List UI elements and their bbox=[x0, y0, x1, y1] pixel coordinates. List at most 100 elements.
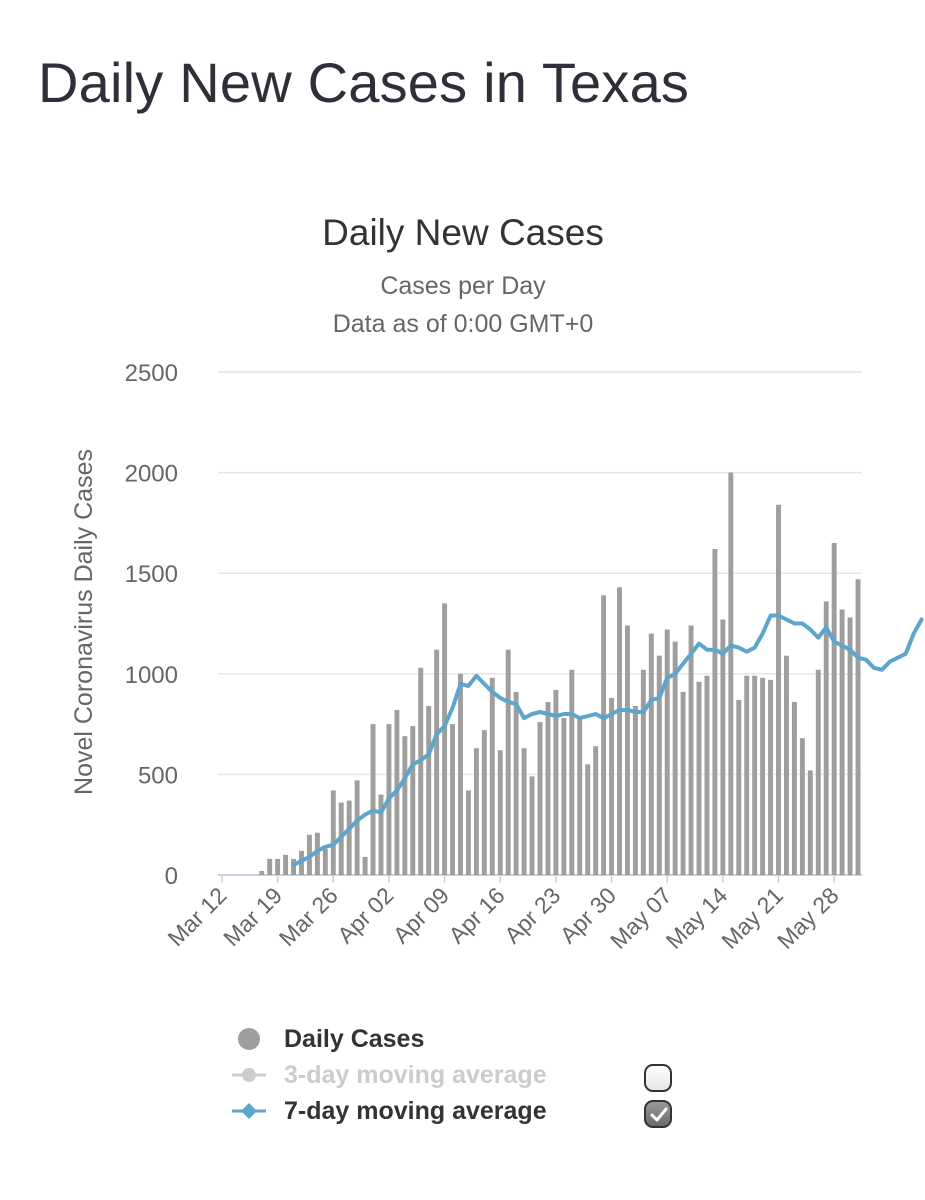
x-tick-label: Apr 23 bbox=[499, 882, 565, 948]
y-axis-label: Novel Coronavirus Daily Cases bbox=[70, 449, 98, 795]
page-title: Daily New Cases in Texas bbox=[38, 51, 690, 114]
daily-cases-bar bbox=[418, 667, 424, 875]
daily-cases-bar bbox=[545, 701, 551, 875]
daily-cases-bar bbox=[847, 617, 853, 875]
daily-cases-bar bbox=[696, 681, 702, 875]
daily-cases-bar bbox=[354, 780, 360, 875]
legend-label-7-day-average: 7-day moving average bbox=[284, 1097, 547, 1125]
seven-day-average-polyline bbox=[291, 613, 924, 867]
daily-cases-bar bbox=[744, 675, 750, 875]
x-tick-label: May 28 bbox=[772, 882, 844, 954]
daily-cases-bar bbox=[410, 726, 416, 875]
daily-cases-bar bbox=[688, 625, 694, 875]
x-tick-label: May 14 bbox=[661, 882, 733, 954]
daily-cases-bar bbox=[481, 730, 487, 875]
daily-cases-bar bbox=[609, 697, 615, 875]
daily-cases-bar bbox=[624, 625, 630, 875]
daily-cases-bar bbox=[791, 701, 797, 875]
daily-cases-bar bbox=[855, 579, 861, 875]
legend-label-daily-cases: Daily Cases bbox=[284, 1025, 425, 1053]
daily-cases-bar bbox=[450, 724, 456, 875]
daily-cases-bar bbox=[601, 595, 607, 875]
daily-cases-bar bbox=[664, 629, 670, 875]
daily-cases-bar bbox=[569, 669, 575, 875]
daily-cases-bar bbox=[815, 669, 821, 875]
daily-cases-bar bbox=[577, 718, 583, 875]
daily-cases-bar bbox=[378, 794, 384, 875]
y-tick-label: 2000 bbox=[125, 461, 178, 488]
seven-day-average-line bbox=[291, 613, 924, 867]
daily-cases-bar bbox=[831, 543, 837, 875]
daily-cases-bar bbox=[593, 746, 599, 875]
daily-cases-bar bbox=[839, 609, 845, 875]
daily-cases-bar bbox=[656, 655, 662, 875]
daily-cases-bar bbox=[680, 691, 686, 875]
daily-cases-bar bbox=[267, 858, 273, 875]
daily-cases-bar bbox=[362, 856, 368, 875]
daily-cases-bar bbox=[760, 677, 766, 875]
daily-cases-bar bbox=[712, 549, 718, 875]
daily-cases-bar bbox=[784, 655, 789, 875]
line-circle-marker-icon bbox=[232, 1068, 266, 1082]
daily-cases-bar bbox=[736, 699, 742, 875]
daily-cases-bar bbox=[617, 587, 622, 875]
daily-cases-bar bbox=[632, 705, 638, 875]
daily-cases-bar bbox=[322, 848, 328, 875]
x-tick-label: Mar 26 bbox=[274, 882, 343, 951]
circle-marker-icon bbox=[238, 1028, 260, 1050]
daily-cases-bar bbox=[458, 673, 463, 875]
chart-subtitle-data-as-of: Data as of 0:00 GMT+0 bbox=[333, 310, 594, 338]
toggle-3-day-average-checkbox[interactable] bbox=[644, 1064, 672, 1092]
daily-cases-bar bbox=[752, 675, 758, 875]
daily-cases-bar bbox=[314, 832, 320, 875]
daily-cases-bar bbox=[521, 748, 527, 875]
daily-cases-bar bbox=[275, 858, 281, 875]
y-tick-label: 500 bbox=[138, 762, 178, 789]
x-tick-label: Mar 12 bbox=[163, 882, 232, 951]
x-tick-label: Apr 09 bbox=[388, 882, 454, 948]
x-tick-label: Mar 19 bbox=[218, 882, 287, 951]
x-tick-label: May 07 bbox=[605, 882, 677, 954]
y-tick-label: 1000 bbox=[125, 662, 178, 689]
daily-cases-bar bbox=[513, 691, 519, 875]
chart-title: Daily New Cases bbox=[322, 212, 604, 253]
checkmark-icon bbox=[650, 1107, 668, 1122]
daily-cases-bar bbox=[465, 790, 471, 875]
daily-cases-bar bbox=[426, 705, 432, 875]
daily-cases-bar bbox=[529, 776, 535, 875]
daily-cases-bar bbox=[370, 724, 376, 875]
daily-cases-bar bbox=[823, 601, 829, 875]
daily-cases-bar bbox=[537, 722, 543, 875]
daily-cases-bar bbox=[768, 679, 774, 875]
x-tick-label: Apr 02 bbox=[332, 882, 398, 948]
daily-cases-bar bbox=[434, 649, 440, 875]
daily-cases-bar bbox=[807, 770, 813, 875]
chart-subtitle: Cases per Day bbox=[380, 272, 546, 300]
daily-cases-bar bbox=[497, 750, 503, 875]
daily-cases-bar bbox=[720, 619, 726, 875]
daily-cases-bar bbox=[704, 675, 710, 875]
daily-cases-bar bbox=[553, 689, 559, 875]
y-tick-label: 0 bbox=[165, 863, 178, 890]
daily-cases-chart: Daily New Cases Cases per Day Data as of… bbox=[70, 212, 924, 954]
legend-label-3-day-average: 3-day moving average bbox=[284, 1061, 547, 1089]
daily-cases-bar bbox=[585, 764, 591, 875]
daily-cases-bar bbox=[283, 854, 289, 875]
daily-cases-bar bbox=[776, 504, 781, 875]
daily-cases-bar bbox=[346, 800, 352, 875]
daily-cases-bar bbox=[672, 641, 678, 875]
y-tick-label: 2500 bbox=[125, 360, 178, 387]
daily-cases-bar bbox=[640, 669, 646, 875]
daily-cases-bar bbox=[561, 718, 567, 875]
x-tick-label: May 21 bbox=[716, 882, 788, 954]
daily-cases-bar bbox=[473, 748, 479, 875]
daily-cases-bar bbox=[489, 677, 495, 875]
daily-cases-bar bbox=[291, 858, 296, 875]
daily-cases-bar bbox=[402, 736, 408, 875]
daily-cases-bar bbox=[648, 633, 654, 875]
toggle-7-day-average-checkbox[interactable] bbox=[644, 1100, 672, 1128]
y-tick-label: 1500 bbox=[125, 561, 178, 588]
x-tick-label: Apr 16 bbox=[443, 882, 509, 948]
daily-cases-bar bbox=[728, 472, 734, 875]
daily-cases-bar bbox=[330, 790, 336, 875]
